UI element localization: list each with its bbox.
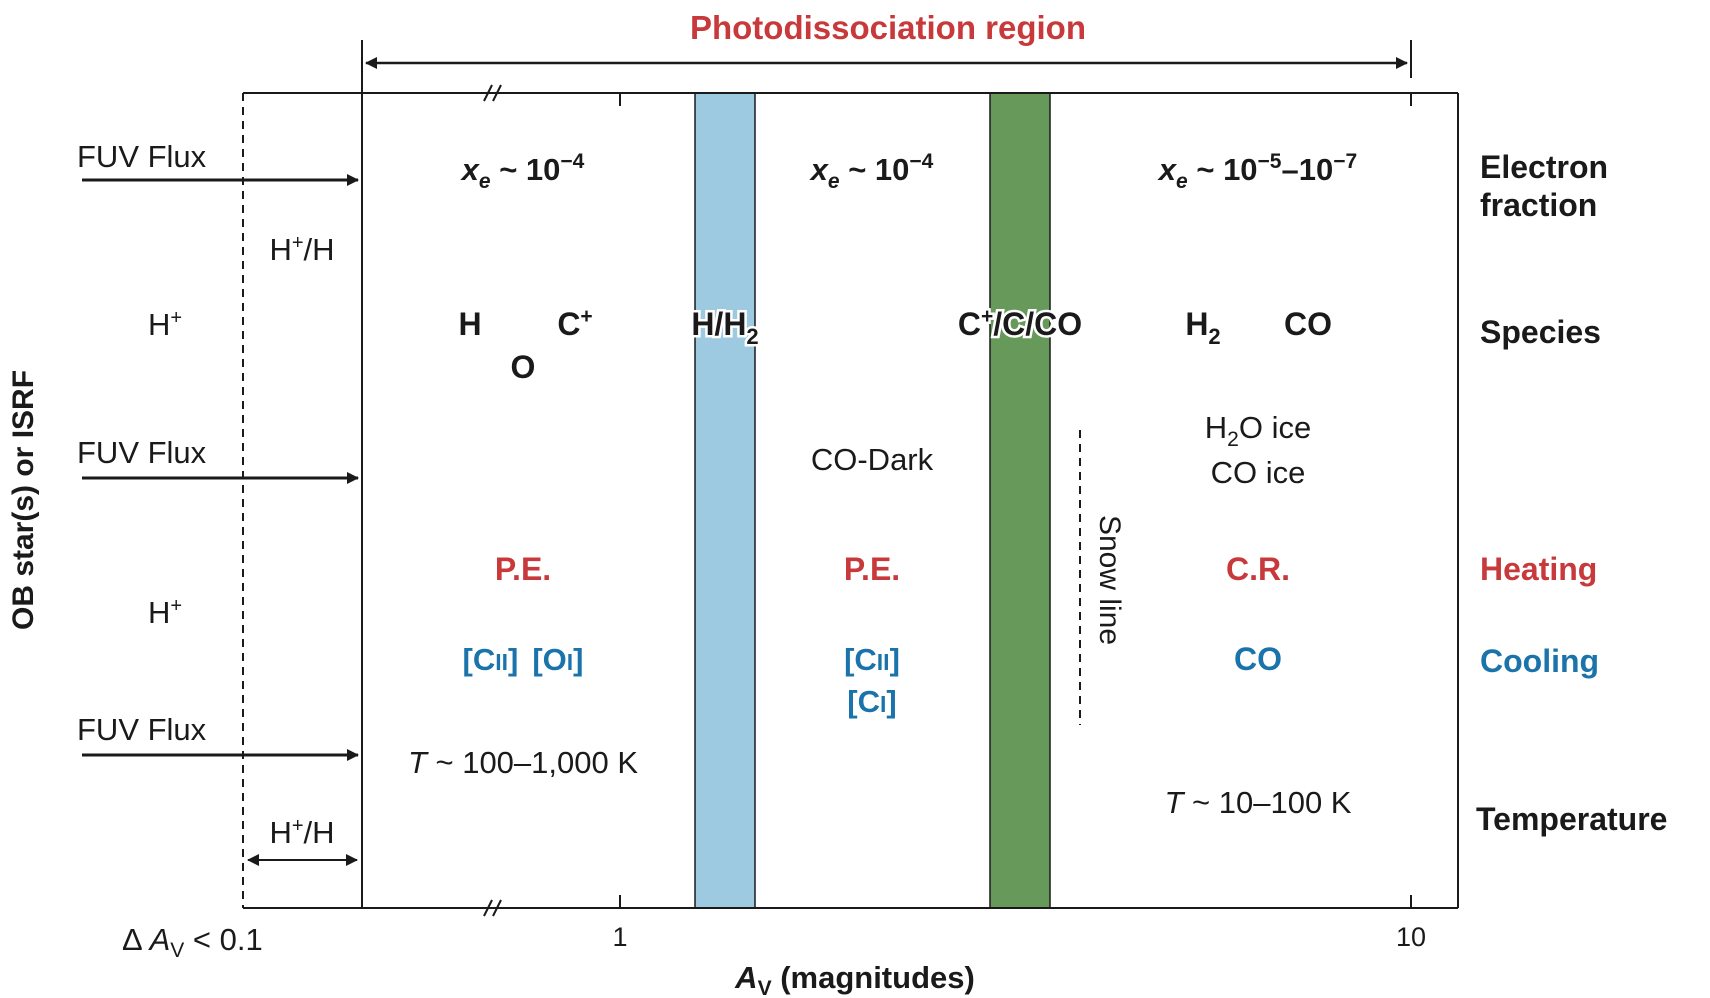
delta-av-label: Δ AV < 0.1 <box>122 922 263 962</box>
row-label-electron-1: Electron <box>1480 149 1608 185</box>
zone3-heating: C.R. <box>1226 551 1290 587</box>
snow-line-label: Snow line <box>1093 515 1126 645</box>
zone1-species-o: O <box>511 349 536 385</box>
row-label-electron-2: fraction <box>1480 187 1597 223</box>
zone2-electron-fraction: xe ~ 10−4 <box>809 150 934 193</box>
zone1-cooling: [CII] [OI] <box>463 642 584 677</box>
hplus-h-top: H+/H <box>269 232 334 267</box>
zone3-species-h2: H2 <box>1185 306 1220 349</box>
hplus-1: H+ <box>148 307 182 342</box>
zone3-electron-fraction: xe ~ 10−5–10−7 <box>1157 150 1357 193</box>
x-axis-label: AV (magnitudes) <box>734 960 975 998</box>
zone1-heating: P.E. <box>495 551 551 587</box>
row-label-heating: Heating <box>1480 551 1597 587</box>
row-label-species: Species <box>1480 314 1601 350</box>
tick-label-1: 1 <box>612 922 627 952</box>
zone2-cooling-cii: [CII] <box>844 642 900 677</box>
h-h2-transition-band <box>694 92 756 909</box>
band-co-label: C+/C/CO <box>958 305 1082 342</box>
zone3-h2o-ice: H2O ice <box>1205 410 1311 451</box>
zone1-temperature: T ~ 100–1,000 K <box>408 745 638 780</box>
axis-break-bottom <box>483 899 502 917</box>
row-label-temperature: Temperature <box>1476 801 1667 837</box>
source-label: OB star(s) or ISRF <box>7 370 40 630</box>
zone3-cooling: CO <box>1234 641 1282 677</box>
hplus-h-bottom: H+/H <box>269 815 334 850</box>
zone1-species-cplus: C+ <box>557 305 592 342</box>
tick-label-10: 10 <box>1396 922 1426 952</box>
hplus-2: H+ <box>148 595 182 630</box>
zone3-temperature: T ~ 10–100 K <box>1164 785 1351 820</box>
row-label-cooling: Cooling <box>1480 643 1599 679</box>
c-co-transition-band <box>989 92 1051 909</box>
zone1-species-h: H <box>458 306 481 342</box>
zone2-heating: P.E. <box>844 551 900 587</box>
zone3-co-ice: CO ice <box>1211 455 1306 490</box>
zone3-species-co: CO <box>1284 306 1332 342</box>
pdr-title: Photodissociation region <box>690 9 1086 46</box>
fuv-label-2: FUV Flux <box>77 435 207 470</box>
band-h-label: H/H2 <box>691 306 758 349</box>
zone2-cooling-ci: [CI] <box>847 684 896 719</box>
axis-break-top <box>483 84 502 102</box>
fuv-label-1: FUV Flux <box>77 139 207 174</box>
zone2-co-dark: CO-Dark <box>811 442 934 477</box>
fuv-label-3: FUV Flux <box>77 712 207 747</box>
zone1-electron-fraction: xe ~ 10−4 <box>460 150 585 193</box>
